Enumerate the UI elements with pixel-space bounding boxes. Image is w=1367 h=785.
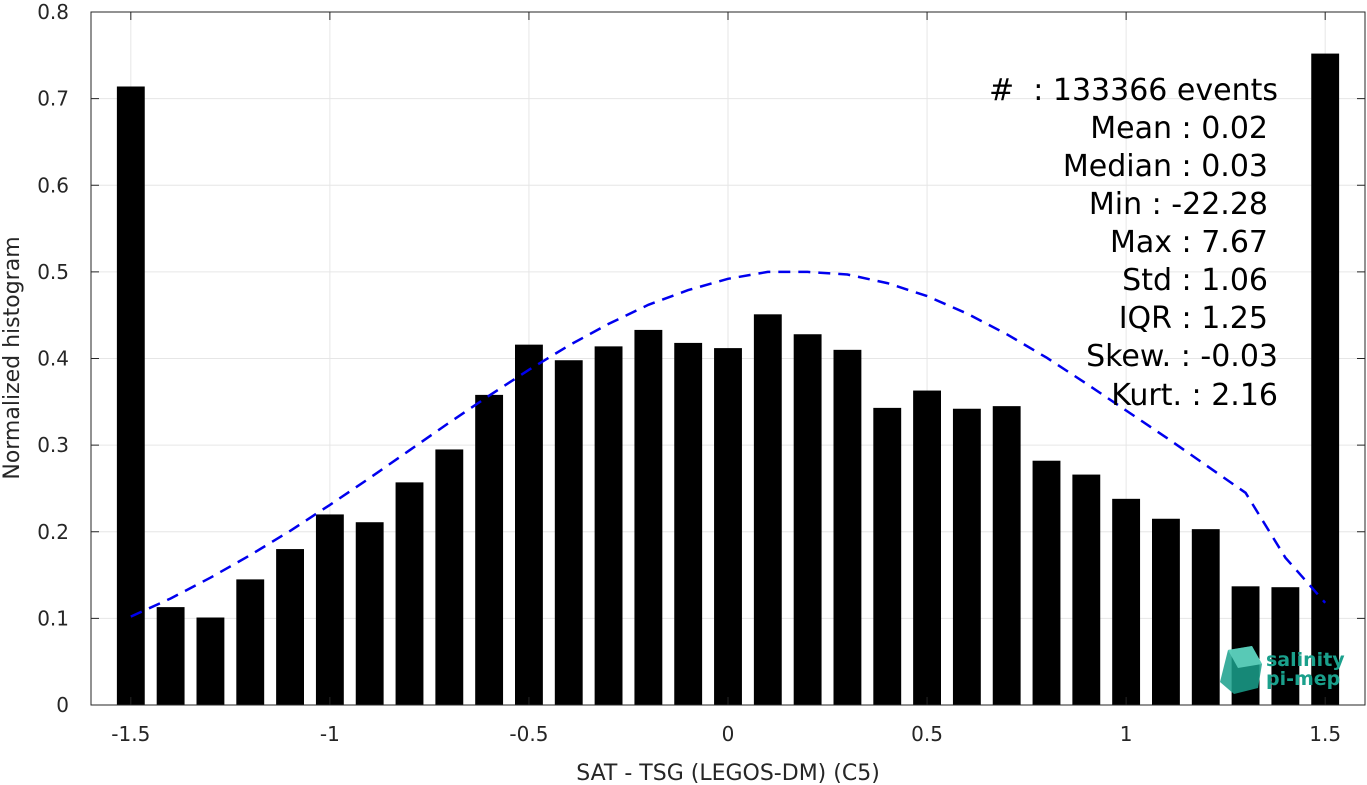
x-tick-label: 1: [1120, 722, 1133, 746]
histogram-bar: [992, 406, 1021, 705]
histogram-bar: [116, 86, 145, 705]
histogram-bar: [554, 360, 583, 705]
x-axis-label: SAT - TSG (LEGOS-DM) (C5): [576, 761, 880, 785]
histogram-bar: [753, 314, 782, 705]
stat-kurt: Kurt. : 2.16: [1111, 378, 1278, 413]
logo-text-line2: pi-mep: [1266, 668, 1340, 690]
logo-cube-top-icon: [1228, 646, 1262, 668]
histogram-bar: [1152, 518, 1180, 705]
stat-std: Std : 1.06: [1122, 263, 1268, 298]
y-tick-label: 0.7: [37, 87, 69, 111]
y-tick-label: 0.8: [37, 0, 69, 24]
y-tick-label: 0.3: [37, 433, 69, 457]
histogram-bar: [515, 344, 543, 705]
histogram-bar: [475, 394, 504, 705]
stats-box: # : 133366 events Mean : 0.02 Median : 0…: [989, 73, 1278, 413]
stat-median: Median : 0.03: [1063, 149, 1268, 184]
x-tick-label: -1.5: [111, 722, 150, 746]
y-axis-ticks: 0 0.1 0.2 0.3 0.4 0.5 0.6 0.7 0.8: [37, 0, 1365, 717]
stat-max: Max : 7.67: [1110, 225, 1268, 260]
histogram-bar: [793, 334, 822, 705]
histogram-bar: [196, 617, 225, 705]
histogram-bar: [1032, 460, 1061, 705]
x-axis-ticks: -1.5 -1 -0.5 0 0.5 1 1.5: [111, 12, 1341, 746]
x-tick-label: -0.5: [509, 722, 548, 746]
histogram-bar: [952, 408, 981, 705]
histogram-bar: [435, 449, 464, 705]
logo-text-line1: salinity: [1266, 649, 1345, 671]
histogram-bar: [395, 482, 424, 705]
histogram-bar: [355, 522, 384, 705]
histogram-bar: [236, 579, 265, 705]
histogram-bar: [833, 349, 862, 705]
stat-min: Min : -22.28: [1089, 187, 1268, 222]
y-tick-label: 0.1: [37, 606, 69, 630]
histogram-bar: [634, 329, 663, 705]
y-tick-label: 0: [56, 693, 69, 717]
histogram-bar: [1072, 474, 1101, 705]
histogram-bar: [873, 407, 902, 705]
y-tick-label: 0.4: [37, 347, 69, 371]
histogram-bar: [1311, 53, 1340, 705]
x-tick-label: 0.5: [911, 722, 943, 746]
histogram-bar: [913, 390, 941, 705]
histogram-bar: [1112, 498, 1141, 705]
salinity-logo: salinity pi-mep: [1220, 646, 1345, 694]
stat-mean: Mean : 0.02: [1090, 111, 1268, 146]
y-tick-label: 0.2: [37, 520, 69, 544]
stat-iqr: IQR : 1.25: [1119, 301, 1268, 336]
histogram-bar: [674, 342, 703, 705]
histogram-bar: [1271, 587, 1300, 705]
y-tick-label: 0.6: [37, 173, 69, 197]
y-tick-label: 0.5: [37, 260, 69, 284]
stat-skew: Skew. : -0.03: [1086, 339, 1278, 374]
stat-count: # : 133366 events: [989, 73, 1278, 108]
x-tick-label: 1.5: [1309, 722, 1341, 746]
bars-group: [116, 53, 1340, 705]
histogram-bar: [276, 549, 304, 705]
histogram-bar: [1191, 529, 1220, 705]
x-tick-label: -1: [320, 722, 340, 746]
normal-fit-curve: [130, 270, 1327, 618]
y-axis-label: Normalized histogram: [0, 236, 25, 479]
histogram-bar: [714, 348, 742, 705]
histogram-bar: [156, 607, 185, 705]
histogram-bar: [594, 346, 623, 705]
histogram-bar: [315, 514, 344, 705]
fit-curve-group: [130, 270, 1327, 618]
x-tick-label: 0: [722, 722, 735, 746]
